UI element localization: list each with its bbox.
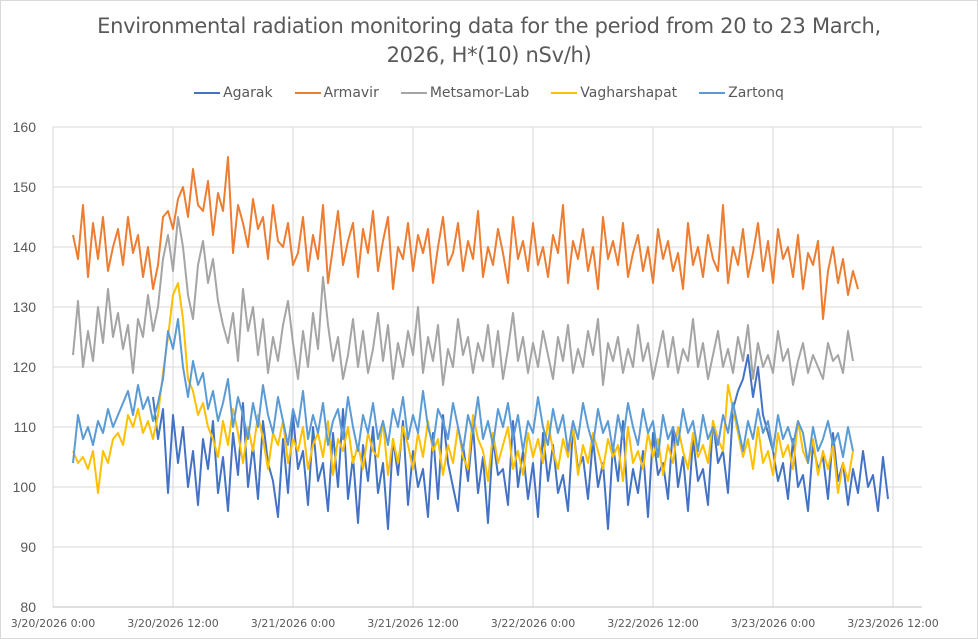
series-line-vagharshapat bbox=[72, 282, 854, 494]
chart-title-line-1: Environmental radiation monitoring data … bbox=[97, 14, 881, 38]
legend-swatch bbox=[699, 92, 726, 94]
legend-label: Agarak bbox=[223, 85, 273, 101]
x-tick-label: 3/23/2026 12:00 bbox=[847, 617, 939, 630]
x-tick-label: 3/20/2026 0:00 bbox=[11, 617, 96, 630]
legend-label: Zartonq bbox=[728, 85, 784, 101]
series-line-armavir bbox=[72, 156, 859, 320]
legend-label: Armavir bbox=[323, 85, 379, 101]
y-tick-label: 120 bbox=[13, 359, 37, 375]
series-line-agarak bbox=[152, 354, 889, 530]
y-tick-label: 80 bbox=[20, 599, 36, 615]
y-tick-label: 110 bbox=[14, 419, 37, 435]
y-tick-label: 90 bbox=[20, 539, 36, 555]
y-tick-label: 160 bbox=[13, 119, 37, 135]
y-tick-label: 150 bbox=[13, 179, 37, 195]
series-line-zartonq bbox=[72, 318, 854, 464]
series-group bbox=[72, 156, 889, 530]
series-line-metsamor-lab bbox=[72, 216, 854, 386]
legend-swatch bbox=[551, 92, 578, 94]
axes: 80 90 100 110 120 130 140 150 160 3/20/2026 0:00 3… bbox=[11, 119, 939, 630]
legend-swatch bbox=[400, 92, 427, 94]
legend-item-agarak: Agarak bbox=[194, 85, 273, 101]
legend-label: Metsamor-Lab bbox=[429, 85, 530, 101]
x-tick-label: 3/22/2026 12:00 bbox=[607, 617, 699, 630]
chart-title-line-2: 2026, H*(10) nSv/h) bbox=[386, 43, 592, 67]
legend-swatch bbox=[294, 92, 321, 94]
legend-label: Vagharshapat bbox=[580, 85, 678, 101]
x-tick-label: 3/23/2026 0:00 bbox=[731, 617, 816, 630]
y-tick-label: 100 bbox=[13, 479, 37, 495]
x-tick-label: 3/20/2026 12:00 bbox=[127, 617, 219, 630]
chart-title: Environmental radiation monitoring data … bbox=[0, 12, 978, 70]
x-tick-label: 3/21/2026 0:00 bbox=[251, 617, 336, 630]
legend-swatch bbox=[194, 92, 221, 94]
x-tick-label: 3/22/2026 0:00 bbox=[491, 617, 576, 630]
y-tick-label: 130 bbox=[13, 299, 37, 315]
x-tick-label: 3/21/2026 12:00 bbox=[367, 617, 459, 630]
chart-legend: Agarak Armavir Metsamor-Lab Vagharshapat Zar… bbox=[0, 85, 978, 101]
legend-item-zartonq: Zartonq bbox=[699, 85, 784, 101]
legend-item-vagharshapat: Vagharshapat bbox=[551, 85, 677, 101]
legend-item-metsamor-lab: Metsamor-Lab bbox=[400, 85, 530, 101]
y-tick-label: 140 bbox=[13, 239, 37, 255]
legend-item-armavir: Armavir bbox=[294, 85, 379, 101]
